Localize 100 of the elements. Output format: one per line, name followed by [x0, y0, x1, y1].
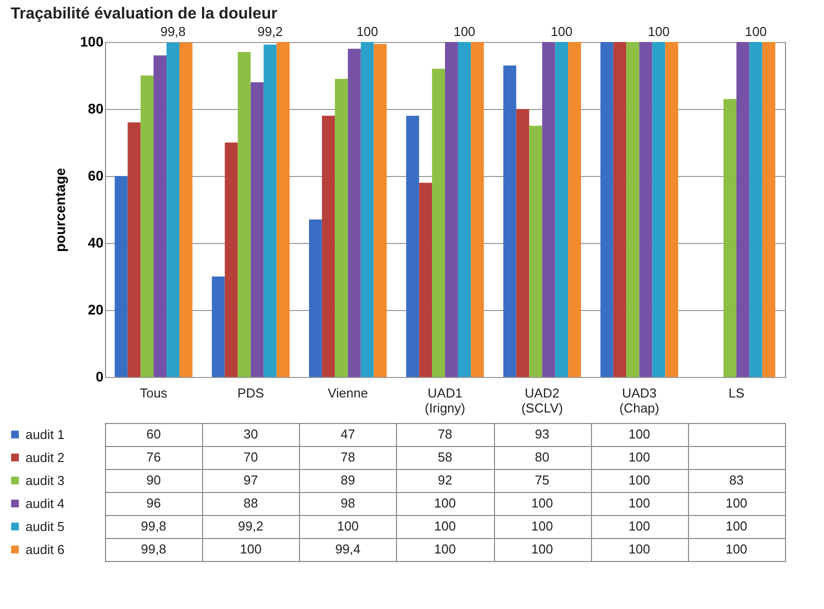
text: 99,8 [160, 24, 186, 39]
bar [626, 42, 640, 377]
bar [374, 44, 387, 377]
bar [238, 52, 251, 377]
bar [250, 82, 264, 377]
text: 99,2 [257, 24, 283, 39]
bar [154, 55, 167, 377]
bar [128, 122, 141, 377]
data-label: 96 [146, 496, 161, 510]
bar [432, 68, 445, 377]
y-tick-label: 60 [88, 168, 104, 184]
legend-label: audit 1 [26, 427, 65, 442]
bar [503, 65, 516, 377]
data-label: 99,8 [140, 542, 166, 556]
bar [445, 42, 458, 377]
data-label: 80 [534, 450, 550, 464]
bar [568, 42, 581, 377]
data-label: 100 [531, 542, 553, 556]
data-label: 100 [628, 496, 650, 510]
bar [334, 78, 348, 377]
bar [276, 42, 290, 377]
data-label: 100 [434, 542, 456, 556]
data-label: 92 [438, 472, 452, 488]
bar [406, 116, 420, 377]
bar [555, 42, 568, 377]
data-label: 47 [340, 426, 356, 442]
x-tick-label: Tous [140, 386, 168, 400]
legend-label: audit 2 [26, 450, 65, 465]
bar [652, 42, 666, 377]
data-label: 89 [340, 472, 356, 488]
data-label: 83 [729, 472, 744, 488]
bar [639, 42, 652, 377]
x-tick-label: LS [728, 386, 745, 400]
data-label: 30 [243, 426, 258, 442]
bar [114, 176, 128, 377]
legend-label: audit 5 [26, 519, 65, 534]
data-label: 100 [240, 542, 262, 556]
text: 100 [356, 24, 378, 39]
data-label: 88 [243, 496, 258, 510]
text: 100 [648, 24, 670, 39]
bar [419, 182, 432, 377]
x-tick-label: Vienne [328, 386, 368, 400]
data-label: 78 [438, 426, 452, 442]
bar [458, 42, 471, 377]
data-label: 100 [531, 518, 553, 534]
legend-label: audit 3 [26, 473, 65, 488]
data-label: 90 [146, 472, 161, 488]
bar [529, 126, 542, 377]
data-label: 97 [243, 472, 258, 488]
y-tick-label: 20 [88, 302, 104, 318]
x-tick-label: PDS [237, 386, 264, 400]
data-label: 100 [434, 496, 456, 510]
bar [348, 48, 361, 377]
y-axis-title: pourcentage [52, 168, 68, 252]
data-label: 98 [340, 496, 356, 510]
bar [360, 42, 374, 377]
bar [516, 109, 530, 377]
bar [542, 42, 556, 377]
data-label: 100 [337, 518, 359, 534]
data-label: 100 [434, 518, 456, 534]
data-label: 100 [628, 426, 650, 442]
y-tick-label: 40 [88, 234, 104, 250]
data-label: 100 [531, 496, 553, 510]
bar [736, 42, 750, 377]
data-label: 100 [628, 450, 650, 464]
text: 100 [454, 24, 476, 39]
bar [166, 42, 180, 377]
bar [212, 276, 225, 377]
chart-title: Traçabilité évaluation de la douleur [10, 6, 278, 22]
bar [762, 42, 776, 377]
bar [179, 42, 192, 377]
bar [224, 142, 238, 377]
y-tick-label: 0 [96, 368, 104, 384]
bar [470, 42, 484, 377]
legend-label: audit 4 [26, 496, 65, 511]
bar [613, 42, 626, 377]
data-label: 99,8 [140, 518, 166, 534]
data-label: 100 [726, 518, 748, 534]
y-tick-label: 80 [88, 100, 104, 116]
bar [665, 42, 678, 377]
text: 100 [550, 24, 572, 39]
text: 100 [745, 24, 767, 39]
data-label: 100 [628, 542, 650, 556]
data-label: 75 [534, 472, 550, 488]
data-label: 78 [340, 450, 356, 464]
x-tick-label: UAD2 (SCLV) [521, 386, 563, 416]
bar [309, 220, 322, 377]
x-tick-label: UAD3 (Chap) [619, 386, 660, 416]
bar [264, 44, 277, 377]
legend-label: audit 6 [26, 542, 65, 557]
data-label: 99,4 [335, 542, 361, 556]
data-label: 60 [146, 426, 161, 442]
bar [600, 42, 614, 377]
data-label: 58 [438, 450, 452, 464]
bar [140, 76, 154, 377]
data-label: 93 [534, 426, 550, 442]
bar [749, 42, 762, 377]
bar [723, 98, 736, 377]
data-label: 100 [726, 542, 748, 556]
data-label: 100 [628, 518, 650, 534]
